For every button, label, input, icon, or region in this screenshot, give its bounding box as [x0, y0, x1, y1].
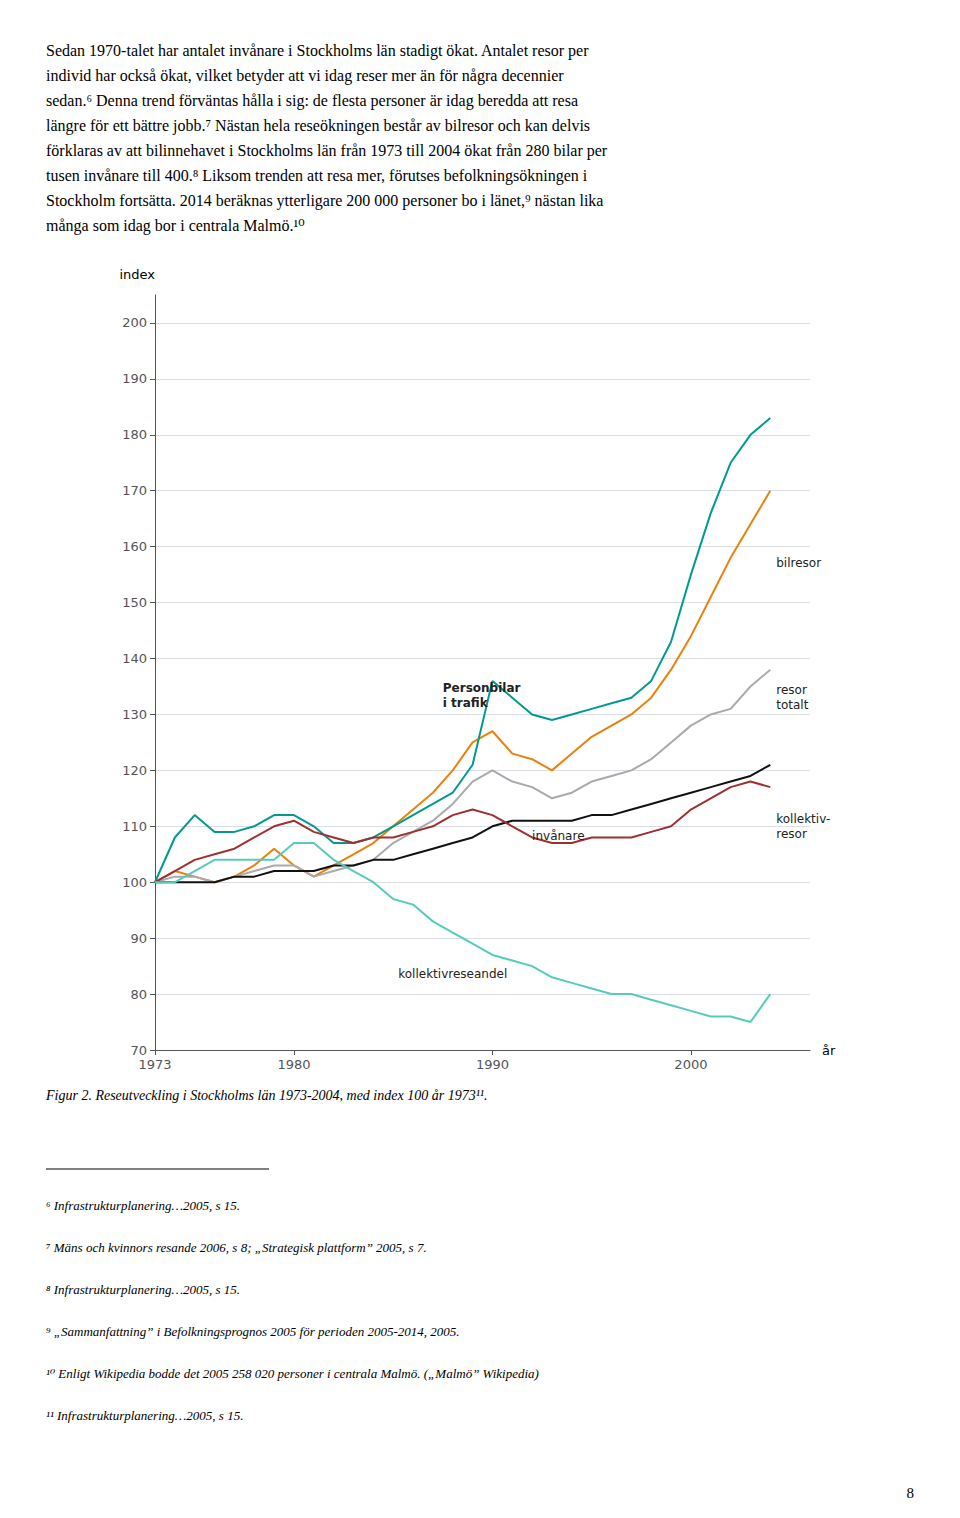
svg-text:kollektiv-: kollektiv- — [776, 812, 830, 826]
svg-text:individ har också ökat, vilket: individ har också ökat, vilket betyder a… — [46, 67, 564, 85]
svg-text:invånare: invånare — [532, 829, 584, 843]
svg-text:Figur 2. Reseutveckling i Stoc: Figur 2. Reseutveckling i Stockholms län… — [45, 1088, 488, 1103]
svg-text:Personbilar: Personbilar — [443, 681, 521, 695]
svg-text:90: 90 — [130, 931, 147, 946]
svg-text:år: år — [822, 1043, 836, 1058]
svg-text:140: 140 — [122, 651, 147, 666]
svg-text:Stockholm fortsätta. 2014 berä: Stockholm fortsätta. 2014 beräknas ytter… — [46, 192, 603, 210]
svg-text:resor: resor — [776, 683, 807, 697]
svg-text:¹¹ Infrastrukturplanering…2005: ¹¹ Infrastrukturplanering…2005, s 15. — [46, 1408, 243, 1423]
svg-text:⁶ Infrastrukturplanering…2005,: ⁶ Infrastrukturplanering…2005, s 15. — [46, 1198, 240, 1213]
svg-text:8: 8 — [907, 1485, 915, 1501]
svg-text:180: 180 — [122, 427, 147, 442]
svg-text:Sedan 1970-talet har antalet i: Sedan 1970-talet har antalet invånare i … — [46, 42, 589, 60]
svg-text:120: 120 — [122, 763, 147, 778]
svg-text:1990: 1990 — [476, 1057, 509, 1072]
svg-text:⁸ Infrastrukturplanering…2005,: ⁸ Infrastrukturplanering…2005, s 15. — [46, 1282, 240, 1297]
svg-text:resor: resor — [776, 827, 807, 841]
svg-text:bilresor: bilresor — [776, 556, 821, 570]
svg-text:80: 80 — [130, 987, 147, 1002]
svg-text:⁹ „Sammanfattning” i Befolknin: ⁹ „Sammanfattning” i Befolkningsprognos … — [46, 1324, 460, 1339]
svg-text:¹⁰ Enligt Wikipedia bodde det: ¹⁰ Enligt Wikipedia bodde det 2005 258 0… — [46, 1366, 539, 1381]
svg-text:längre för ett bättre jobb.⁷ N: längre för ett bättre jobb.⁷ Nästan hela… — [46, 117, 590, 135]
svg-text:2000: 2000 — [674, 1057, 707, 1072]
svg-text:170: 170 — [122, 483, 147, 498]
svg-text:110: 110 — [122, 819, 147, 834]
svg-text:70: 70 — [130, 1043, 147, 1058]
svg-text:150: 150 — [122, 595, 147, 610]
svg-text:190: 190 — [122, 371, 147, 386]
svg-text:100: 100 — [122, 875, 147, 890]
svg-text:sedan.⁶ Denna trend förväntas: sedan.⁶ Denna trend förväntas hålla i si… — [46, 92, 578, 110]
svg-text:1980: 1980 — [277, 1057, 310, 1072]
svg-text:många som idag bor i centrala: många som idag bor i centrala Malmö.¹⁰ — [46, 217, 305, 235]
svg-text:130: 130 — [122, 707, 147, 722]
svg-text:i trafik: i trafik — [443, 696, 489, 710]
svg-text:tusen invånare till 400.⁸ Liks: tusen invånare till 400.⁸ Liksom trenden… — [46, 167, 588, 185]
svg-text:kollektivreseandel: kollektivreseandel — [398, 967, 507, 981]
svg-text:totalt: totalt — [776, 698, 808, 712]
svg-text:160: 160 — [122, 539, 147, 554]
svg-text:index: index — [119, 267, 155, 282]
svg-text:200: 200 — [122, 315, 147, 330]
svg-text:förklaras av att bilinnehavet: förklaras av att bilinnehavet i Stockhol… — [46, 142, 608, 160]
svg-text:1973: 1973 — [138, 1057, 171, 1072]
svg-text:⁷ Mäns och kvinnors resande 20: ⁷ Mäns och kvinnors resande 2006, s 8; „… — [46, 1240, 427, 1255]
